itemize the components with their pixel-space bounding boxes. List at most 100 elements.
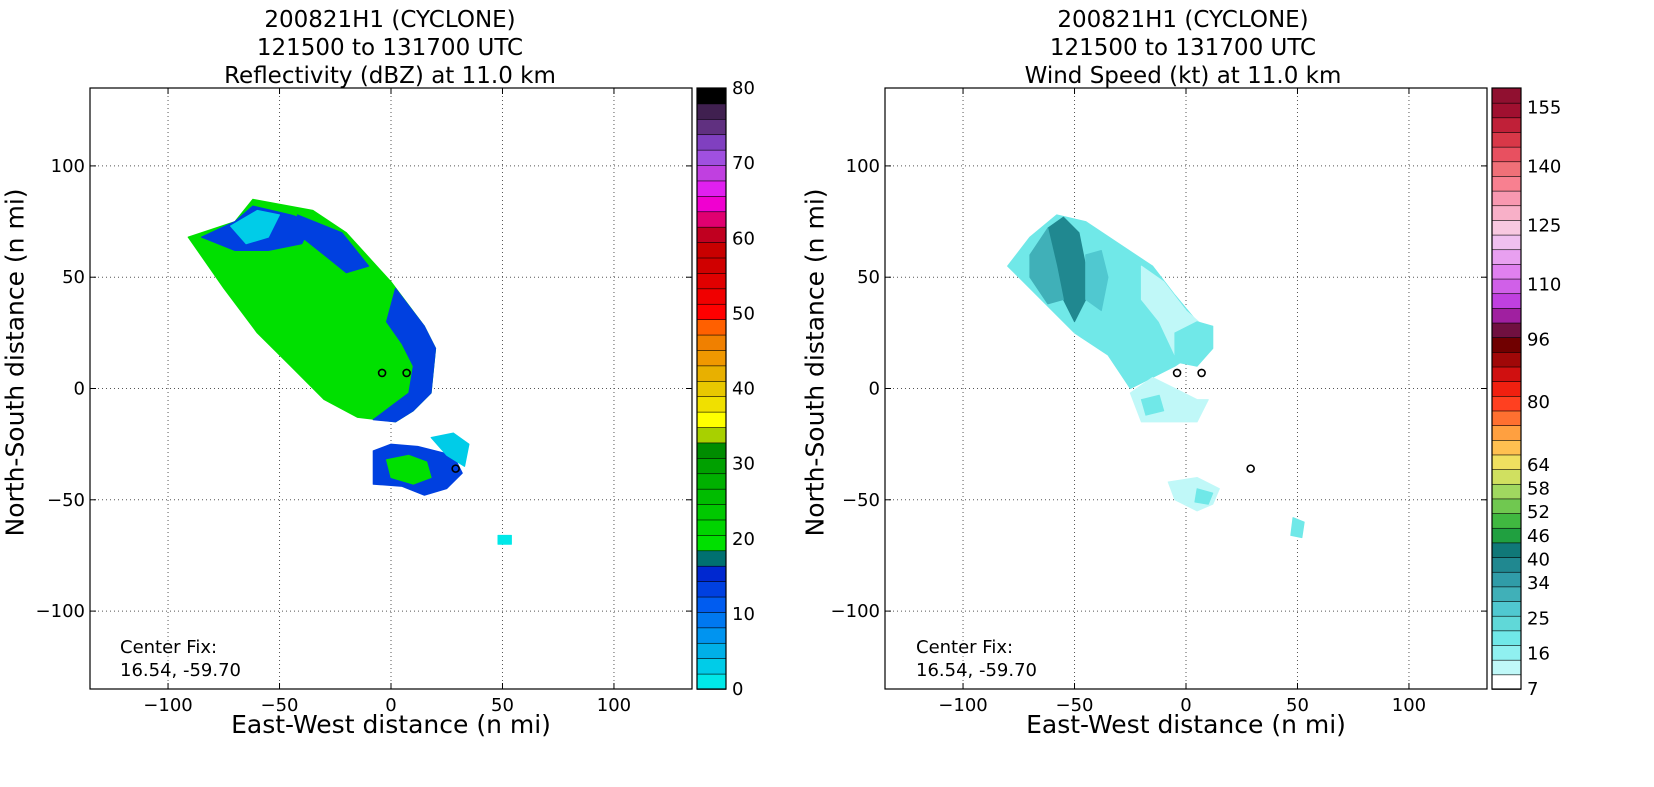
colorbar-segment bbox=[1491, 586, 1522, 602]
colorbar-tick-label: 125 bbox=[1527, 215, 1561, 236]
x-tick-label: 100 bbox=[1392, 695, 1426, 716]
colorbar-segment bbox=[1491, 527, 1522, 544]
title-line-2: 121500 to 131700 UTC bbox=[256, 35, 524, 61]
colorbar-segment bbox=[696, 349, 727, 367]
chart-title: 200821H1 (CYCLONE) 121500 to 131700 UTC … bbox=[90, 6, 690, 90]
colorbar-tick-label: 34 bbox=[1527, 573, 1550, 594]
y-tick-label: −50 bbox=[842, 490, 880, 511]
colorbar-tick-label: 46 bbox=[1527, 526, 1550, 547]
colorbar-segment bbox=[696, 257, 727, 274]
colorbar-tick-label: 30 bbox=[732, 454, 755, 475]
x-tick-label: −100 bbox=[938, 695, 987, 716]
colorbar-tick-label: 80 bbox=[732, 78, 755, 99]
colorbar-segment bbox=[1491, 366, 1522, 382]
colorbar-tick-label: 52 bbox=[1527, 502, 1550, 523]
center-fix-label: Center Fix: bbox=[916, 637, 1014, 658]
colorbar-tick-label: 96 bbox=[1527, 329, 1550, 350]
wind-speed-panel: 200821H1 (CYCLONE) 121500 to 131700 UTC … bbox=[801, 0, 1654, 787]
y-axis-label: North-South distance (n mi) bbox=[0, 188, 30, 537]
colorbar-tick-label: 58 bbox=[1527, 479, 1550, 500]
y-tick-label: 0 bbox=[74, 379, 85, 400]
colorbar-tick-label: 0 bbox=[732, 679, 743, 700]
field-southern-cell-core bbox=[386, 454, 432, 485]
colorbar-segment bbox=[1491, 512, 1522, 529]
colorbar-segment bbox=[1491, 204, 1522, 221]
colorbar-tick-label: 155 bbox=[1527, 98, 1561, 119]
colorbar-segment bbox=[696, 411, 727, 428]
colorbar-segment bbox=[696, 133, 727, 151]
y-tick-label: −100 bbox=[831, 601, 880, 622]
y-axis-label: North-South distance (n mi) bbox=[800, 188, 830, 537]
colorbar-segment bbox=[1491, 190, 1522, 207]
colorbar-segment bbox=[1491, 102, 1522, 119]
colorbar-tick-label: 64 bbox=[1527, 455, 1550, 476]
colorbar-tick-label: 50 bbox=[732, 303, 755, 324]
colorbar-segment bbox=[696, 426, 727, 444]
center-circle-marker bbox=[402, 368, 411, 378]
colorbar-segment bbox=[696, 303, 727, 320]
colorbar-tick-label: 40 bbox=[732, 379, 755, 400]
colorbar-segment bbox=[1491, 659, 1522, 676]
chart-title: 200821H1 (CYCLONE) 121500 to 131700 UTC … bbox=[883, 6, 1483, 90]
reflectivity-plot: −100 −50 0 50 100 −100 −50 0 50 100 0 10 20 30 40 50 60 7… bbox=[36, 78, 755, 716]
colorbar-segment bbox=[1491, 307, 1522, 324]
title-line-2: 121500 to 131700 UTC bbox=[1049, 35, 1317, 61]
colorbar-segment bbox=[1491, 146, 1522, 163]
colorbar-tick-label: 80 bbox=[1527, 392, 1550, 413]
colorbar-segment bbox=[1491, 424, 1522, 441]
center-fix-value: 16.54, -59.70 bbox=[120, 660, 241, 681]
x-tick-label: −100 bbox=[143, 695, 192, 716]
colorbar-segment bbox=[696, 195, 727, 213]
colorbar-segment bbox=[696, 673, 727, 690]
field-main-band-edge-east bbox=[372, 287, 437, 423]
field-cyan-core bbox=[230, 209, 280, 245]
colorbar-frame bbox=[1491, 87, 1522, 690]
colorbar-segment bbox=[696, 149, 727, 166]
x-tick-label: −50 bbox=[1056, 695, 1094, 716]
colorbar-tick-label: 40 bbox=[1527, 549, 1550, 570]
colorbar-segment bbox=[1491, 439, 1522, 456]
field-wind-core-mid2 bbox=[1085, 250, 1109, 312]
y-tick-label: 50 bbox=[857, 267, 880, 288]
field-main-band-edge-north bbox=[296, 214, 370, 274]
colorbar-tick-label: 10 bbox=[732, 604, 755, 625]
colorbar-segment bbox=[696, 642, 727, 659]
colorbar-segment bbox=[1491, 87, 1522, 104]
colorbar-segment bbox=[696, 596, 727, 613]
center-circle-marker bbox=[377, 368, 387, 378]
colorbar-segment bbox=[696, 318, 727, 336]
colorbar-segment bbox=[1491, 351, 1522, 368]
colorbar-segment bbox=[1491, 556, 1522, 573]
colorbar-segment bbox=[696, 210, 727, 228]
x-tick-label: −50 bbox=[261, 695, 299, 716]
colorbar-segment bbox=[1491, 234, 1522, 251]
colorbar-segment bbox=[696, 288, 727, 305]
colorbar-segment bbox=[696, 365, 727, 382]
colorbar-segment bbox=[1491, 600, 1522, 617]
colorbar-segment bbox=[696, 180, 727, 197]
colorbar-segment bbox=[1491, 278, 1522, 295]
colorbar-segment bbox=[1491, 336, 1522, 353]
colorbar-tick-label: 110 bbox=[1527, 274, 1561, 295]
colorbar-tick-label: 140 bbox=[1527, 157, 1561, 178]
colorbar-segment bbox=[696, 550, 727, 567]
colorbar-segment bbox=[696, 226, 727, 243]
colorbar-segment bbox=[1491, 454, 1522, 470]
colorbar-segment bbox=[696, 87, 727, 105]
colorbar-tick-label: 70 bbox=[732, 153, 755, 174]
center-fix-annotation: Center Fix: 16.54, -59.70 bbox=[916, 636, 1037, 682]
x-axis-label: East-West distance (n mi) bbox=[231, 710, 551, 739]
colorbar-segment bbox=[696, 457, 727, 475]
x-tick-label: 50 bbox=[491, 695, 514, 716]
center-fix-value: 16.54, -59.70 bbox=[916, 660, 1037, 681]
colorbar-tick-label: 16 bbox=[1527, 644, 1550, 665]
colorbar-segment bbox=[1491, 395, 1522, 412]
x-tick-label: 100 bbox=[597, 695, 631, 716]
y-tick-label: 0 bbox=[869, 379, 880, 400]
colorbar-segment bbox=[1491, 674, 1522, 690]
field-wind-far-south bbox=[1290, 517, 1305, 539]
colorbar-segment bbox=[696, 580, 727, 598]
y-tick-label: 100 bbox=[846, 156, 880, 177]
colorbar-segment bbox=[696, 380, 727, 398]
